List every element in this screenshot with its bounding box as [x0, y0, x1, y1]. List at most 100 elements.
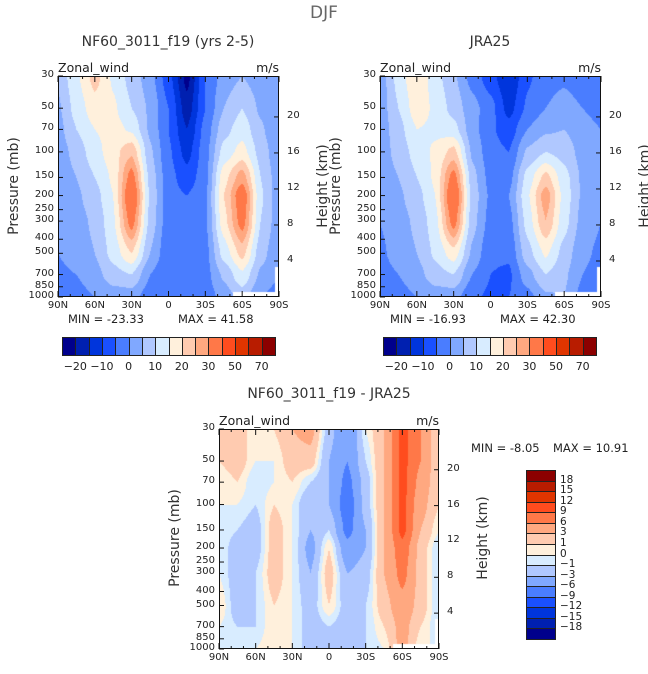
- colorbar-diff: [526, 470, 556, 640]
- x-tick-label: 30S: [517, 300, 537, 311]
- y2-axis-label: Height (km): [475, 496, 491, 580]
- colorbar-model: [62, 337, 276, 356]
- y2-tick-label: 12: [287, 181, 300, 193]
- colorbar-label: −3: [560, 568, 576, 581]
- max-value: MAX = 10.91: [553, 441, 629, 455]
- x-tick-label: 60N: [245, 652, 266, 663]
- y-tick-label: 50: [202, 454, 215, 466]
- y2-tick-label: 4: [609, 253, 616, 265]
- colorbar-box: [128, 337, 143, 356]
- y-tick-label: 70: [363, 122, 376, 134]
- colorbar-box: [261, 337, 276, 356]
- contour-field-model: [58, 76, 279, 297]
- contour-field-obs: [380, 76, 601, 297]
- colorbar-box: [526, 628, 556, 640]
- y-tick-label: 300: [195, 566, 215, 578]
- y2-tick-label: 8: [287, 217, 294, 229]
- y-tick-label: 70: [41, 122, 54, 134]
- colorbar-box: [502, 337, 518, 356]
- colorbar-box: [88, 337, 103, 356]
- colorbar-box: [208, 337, 223, 356]
- colorbar-label: −6: [560, 579, 576, 592]
- y-tick-label: 30: [363, 69, 376, 80]
- y-tick-label: 100: [356, 144, 376, 156]
- y-tick-label: 150: [356, 170, 376, 182]
- y-tick-label: 50: [41, 101, 54, 113]
- colorbar-label: 15: [560, 484, 574, 497]
- colorbar-label: −1: [560, 558, 576, 571]
- colorbar-box: [569, 337, 584, 356]
- variable-label: Zonal_wind: [380, 60, 452, 75]
- y-tick-label: 30: [202, 422, 215, 433]
- y2-tick-label: 4: [287, 253, 294, 265]
- x-tick-label: 30N: [282, 652, 303, 663]
- y-tick-label: 700: [195, 619, 215, 631]
- y-tick-label: 300: [34, 214, 54, 226]
- colorbar-label: −15: [560, 610, 583, 623]
- y-tick-label: 850: [195, 631, 215, 643]
- y-tick-label: 100: [34, 144, 54, 156]
- colorbar-box: [155, 337, 170, 356]
- plot-frame: [57, 75, 280, 298]
- x-tick-label: 90N: [208, 652, 230, 663]
- x-tick-label: 90N: [47, 300, 69, 311]
- y2-axis-label: Height (km): [637, 143, 648, 228]
- units-label: m/s: [256, 60, 279, 75]
- y-tick-label: 500: [356, 246, 376, 258]
- colorbar-label: 0: [560, 547, 567, 560]
- panel-title: NF60_3011_f19 - JRA25: [247, 386, 411, 402]
- colorbar-box: [556, 337, 571, 356]
- y-tick-label: 200: [195, 541, 215, 553]
- y2-tick-label: 12: [609, 181, 622, 193]
- contour-field-diff: [219, 429, 439, 649]
- y2-tick-label: 8: [447, 570, 454, 582]
- colorbar-box: [248, 337, 263, 356]
- x-tick-label: 30S: [356, 652, 376, 663]
- colorbar-box: [449, 337, 464, 356]
- x-tick-label: 60N: [84, 300, 105, 311]
- colorbar-box: [409, 337, 424, 356]
- axes-border: [58, 76, 279, 297]
- y2-tick-label: 16: [287, 145, 300, 157]
- max-value: MAX = 42.30: [500, 312, 576, 326]
- x-tick-label: 30S: [195, 300, 215, 311]
- y-tick-label: 70: [202, 475, 215, 487]
- x-tick-label: 60S: [392, 652, 412, 663]
- colorbar-label: 20: [495, 360, 510, 373]
- y-tick-label: 400: [34, 232, 54, 244]
- plot-frame: [218, 428, 440, 650]
- y-tick-label: 150: [34, 170, 54, 182]
- y-tick-label: 200: [34, 188, 54, 200]
- y-tick-label: 1000: [350, 290, 376, 301]
- colorbar-label: 10: [148, 360, 163, 373]
- y-tick-label: 400: [195, 584, 215, 596]
- x-tick-label: 60N: [406, 300, 427, 311]
- min-value: MIN = -23.33: [68, 312, 144, 326]
- y2-tick-label: 12: [447, 534, 460, 546]
- y-tick-label: 250: [34, 202, 54, 214]
- colorbar-label: 20: [174, 360, 189, 373]
- colorbar-box: [422, 337, 438, 356]
- x-tick-label: 0: [487, 300, 494, 311]
- colorbar-box: [582, 337, 597, 356]
- figure-title: DJF: [310, 3, 338, 23]
- colorbar-label: 10: [469, 360, 484, 373]
- colorbar-box: [75, 337, 90, 356]
- y2-tick-label: 8: [609, 217, 616, 229]
- variable-label: Zonal_wind: [58, 60, 130, 75]
- colorbar-box: [101, 337, 117, 356]
- min-value: MIN = -16.93: [390, 312, 466, 326]
- y-tick-label: 850: [356, 279, 376, 291]
- colorbar-box: [141, 337, 157, 356]
- axes-border: [380, 76, 601, 297]
- y2-tick-label: 20: [287, 109, 300, 121]
- colorbar-box: [62, 337, 77, 356]
- x-tick-label: 60S: [232, 300, 252, 311]
- y-tick-label: 500: [195, 598, 215, 610]
- y-tick-label: 700: [356, 267, 376, 279]
- colorbar-label: 0: [125, 360, 133, 373]
- y2-tick-label: 20: [609, 109, 622, 121]
- colorbar-label: −18: [560, 621, 583, 634]
- y-tick-label: 100: [195, 497, 215, 509]
- units-label: m/s: [578, 60, 601, 75]
